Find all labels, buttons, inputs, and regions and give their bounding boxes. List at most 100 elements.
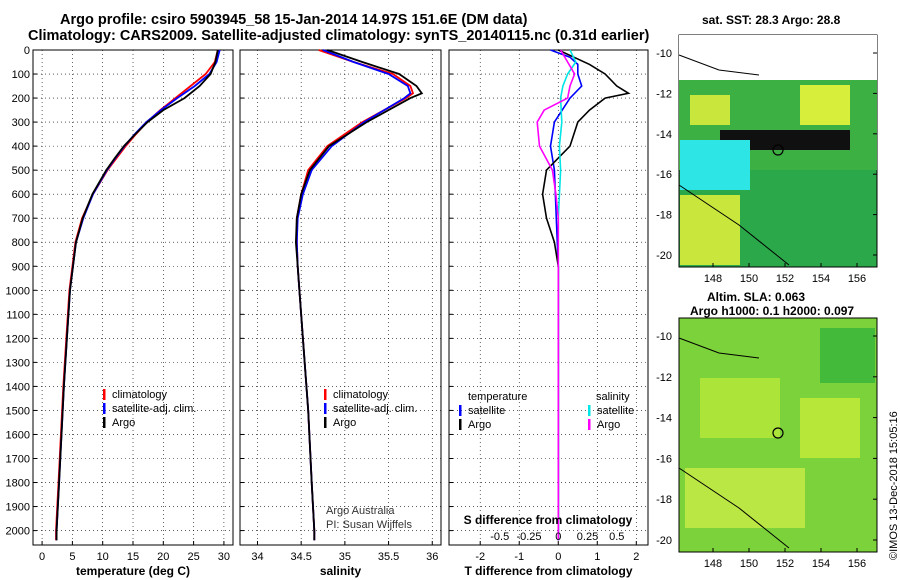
legend-label: climatology xyxy=(333,389,389,401)
legend-label: Argo xyxy=(112,417,135,429)
y-tick-label: 0 xyxy=(24,45,30,57)
chart-title-line1: Argo profile: csiro 5903945_58 15-Jan-20… xyxy=(60,12,528,28)
x-tick-label: 0 xyxy=(39,551,45,563)
x2-tick-label: -0.5 xyxy=(490,531,509,543)
x-tick-label: 34 xyxy=(251,551,263,563)
x-tick-label: 5 xyxy=(69,551,75,563)
legend-swatch xyxy=(588,419,591,430)
legend-label: satellite-adj. clim. xyxy=(112,403,196,415)
legend-label: Argo xyxy=(333,417,356,429)
chart-title-line2: Climatology: CARS2009. Satellite-adjuste… xyxy=(28,28,650,44)
y-tick-label: 1400 xyxy=(6,381,30,393)
sla-map-patch xyxy=(685,468,805,528)
map-y-tick-label: -12 xyxy=(656,88,672,100)
sst-map-cloud-area xyxy=(679,35,877,80)
y-tick-label: 1600 xyxy=(6,429,30,441)
series-line-argo xyxy=(55,49,219,541)
y-tick-label: 200 xyxy=(12,93,30,105)
sst-map-warm-patch xyxy=(800,85,850,125)
map-x-tick-label: 150 xyxy=(740,273,758,285)
legend-swatch xyxy=(324,417,327,428)
sla-map-patch xyxy=(800,398,860,458)
sla-map-title-2: Argo h1000: 0.1 h2000: 0.097 xyxy=(690,304,855,318)
y-tick-label: 2000 xyxy=(6,526,30,538)
y-tick-label: 600 xyxy=(12,189,30,201)
x-tick-label: 36 xyxy=(426,551,438,563)
map-x-tick-label: 148 xyxy=(704,273,722,285)
series-line-s-argo xyxy=(536,49,576,541)
legend-swatch xyxy=(588,405,591,416)
x-tick-label: 34.5 xyxy=(290,551,311,563)
y-tick-label: 500 xyxy=(12,165,30,177)
sst-map-warm-patch xyxy=(680,195,740,265)
map-x-tick-label: 150 xyxy=(740,558,758,570)
sst-map-coastline xyxy=(678,54,760,76)
map-x-tick-label: 154 xyxy=(812,273,830,285)
map-y-tick-label: -16 xyxy=(656,453,672,465)
x-tick-label: 10 xyxy=(97,551,109,563)
map-x-tick-label: 152 xyxy=(776,558,794,570)
x-tick-label: 30 xyxy=(218,551,230,563)
x2-tick-label: 0 xyxy=(555,531,561,543)
y-tick-label: 700 xyxy=(12,213,30,225)
x-tick-label: 15 xyxy=(127,551,139,563)
plot-frame-salinity xyxy=(239,49,442,546)
sla-map-patch xyxy=(820,328,875,383)
imos-credit: ©IMOS 13-Dec-2018 15:05:16 xyxy=(888,411,900,560)
legend-label: satellite xyxy=(597,405,634,417)
institution-annotation: Argo Australia xyxy=(326,505,395,517)
legend-swatch xyxy=(324,389,327,400)
legend-swatch xyxy=(459,419,462,430)
y-tick-label: 1300 xyxy=(6,357,30,369)
sst-map-float-location xyxy=(772,144,784,156)
y-tick-label: 1800 xyxy=(6,478,30,490)
x-tick-label: 0 xyxy=(555,551,561,563)
y-tick-label: 800 xyxy=(12,237,30,249)
legend-swatch xyxy=(103,389,106,400)
sla-map-coastline xyxy=(678,337,760,359)
map-x-tick-label: 154 xyxy=(812,558,830,570)
x-axis-label: salinity xyxy=(320,564,362,578)
legend-swatch xyxy=(459,405,462,416)
sla-map-coastline xyxy=(678,467,790,549)
map-y-tick-label: -12 xyxy=(656,372,672,384)
sst-map-coastline xyxy=(678,184,790,266)
x2-tick-label: 0.5 xyxy=(609,531,624,543)
sla-map-float-location xyxy=(772,427,784,439)
legend-label: satellite xyxy=(468,405,505,417)
x-axis-label-2: S difference from climatology xyxy=(464,513,633,527)
legend-title-temperature: temperature xyxy=(468,391,527,403)
map-x-tick-label: 156 xyxy=(848,273,866,285)
pi-annotation: PI: Susan Wijffels xyxy=(326,519,412,531)
x-tick-label: 1 xyxy=(594,551,600,563)
sla-map-patch xyxy=(700,378,780,438)
y-tick-label: 400 xyxy=(12,141,30,153)
legend-swatch xyxy=(103,417,106,428)
x-tick-label: 25 xyxy=(187,551,199,563)
legend-label: Argo xyxy=(468,419,491,431)
map-y-tick-label: -16 xyxy=(656,169,672,181)
y-tick-label: 300 xyxy=(12,117,30,129)
y-tick-label: 100 xyxy=(12,69,30,81)
y-tick-label: 1000 xyxy=(6,285,30,297)
legend-swatch xyxy=(324,403,327,414)
y-tick-label: 1700 xyxy=(6,453,30,465)
map-y-tick-label: -14 xyxy=(656,413,672,425)
x-tick-label: 35.5 xyxy=(378,551,399,563)
legend-label: Argo xyxy=(597,419,620,431)
y-tick-label: 1500 xyxy=(6,405,30,417)
x-tick-label: -2 xyxy=(475,551,485,563)
x2-tick-label: 0.25 xyxy=(577,531,598,543)
y-tick-label: 1900 xyxy=(6,502,30,514)
map-y-tick-label: -18 xyxy=(656,494,672,506)
plot-frame-difference xyxy=(448,49,649,546)
x2-tick-label: -0.25 xyxy=(516,531,541,543)
sst-map-cyan-patch xyxy=(680,140,750,190)
map-x-tick-label: 148 xyxy=(704,558,722,570)
y-tick-label: 1200 xyxy=(6,333,30,345)
x-tick-label: 20 xyxy=(157,551,169,563)
x-tick-label: 2 xyxy=(633,551,639,563)
sst-map-dark-patch xyxy=(720,130,850,150)
map-y-tick-label: -20 xyxy=(656,250,672,262)
